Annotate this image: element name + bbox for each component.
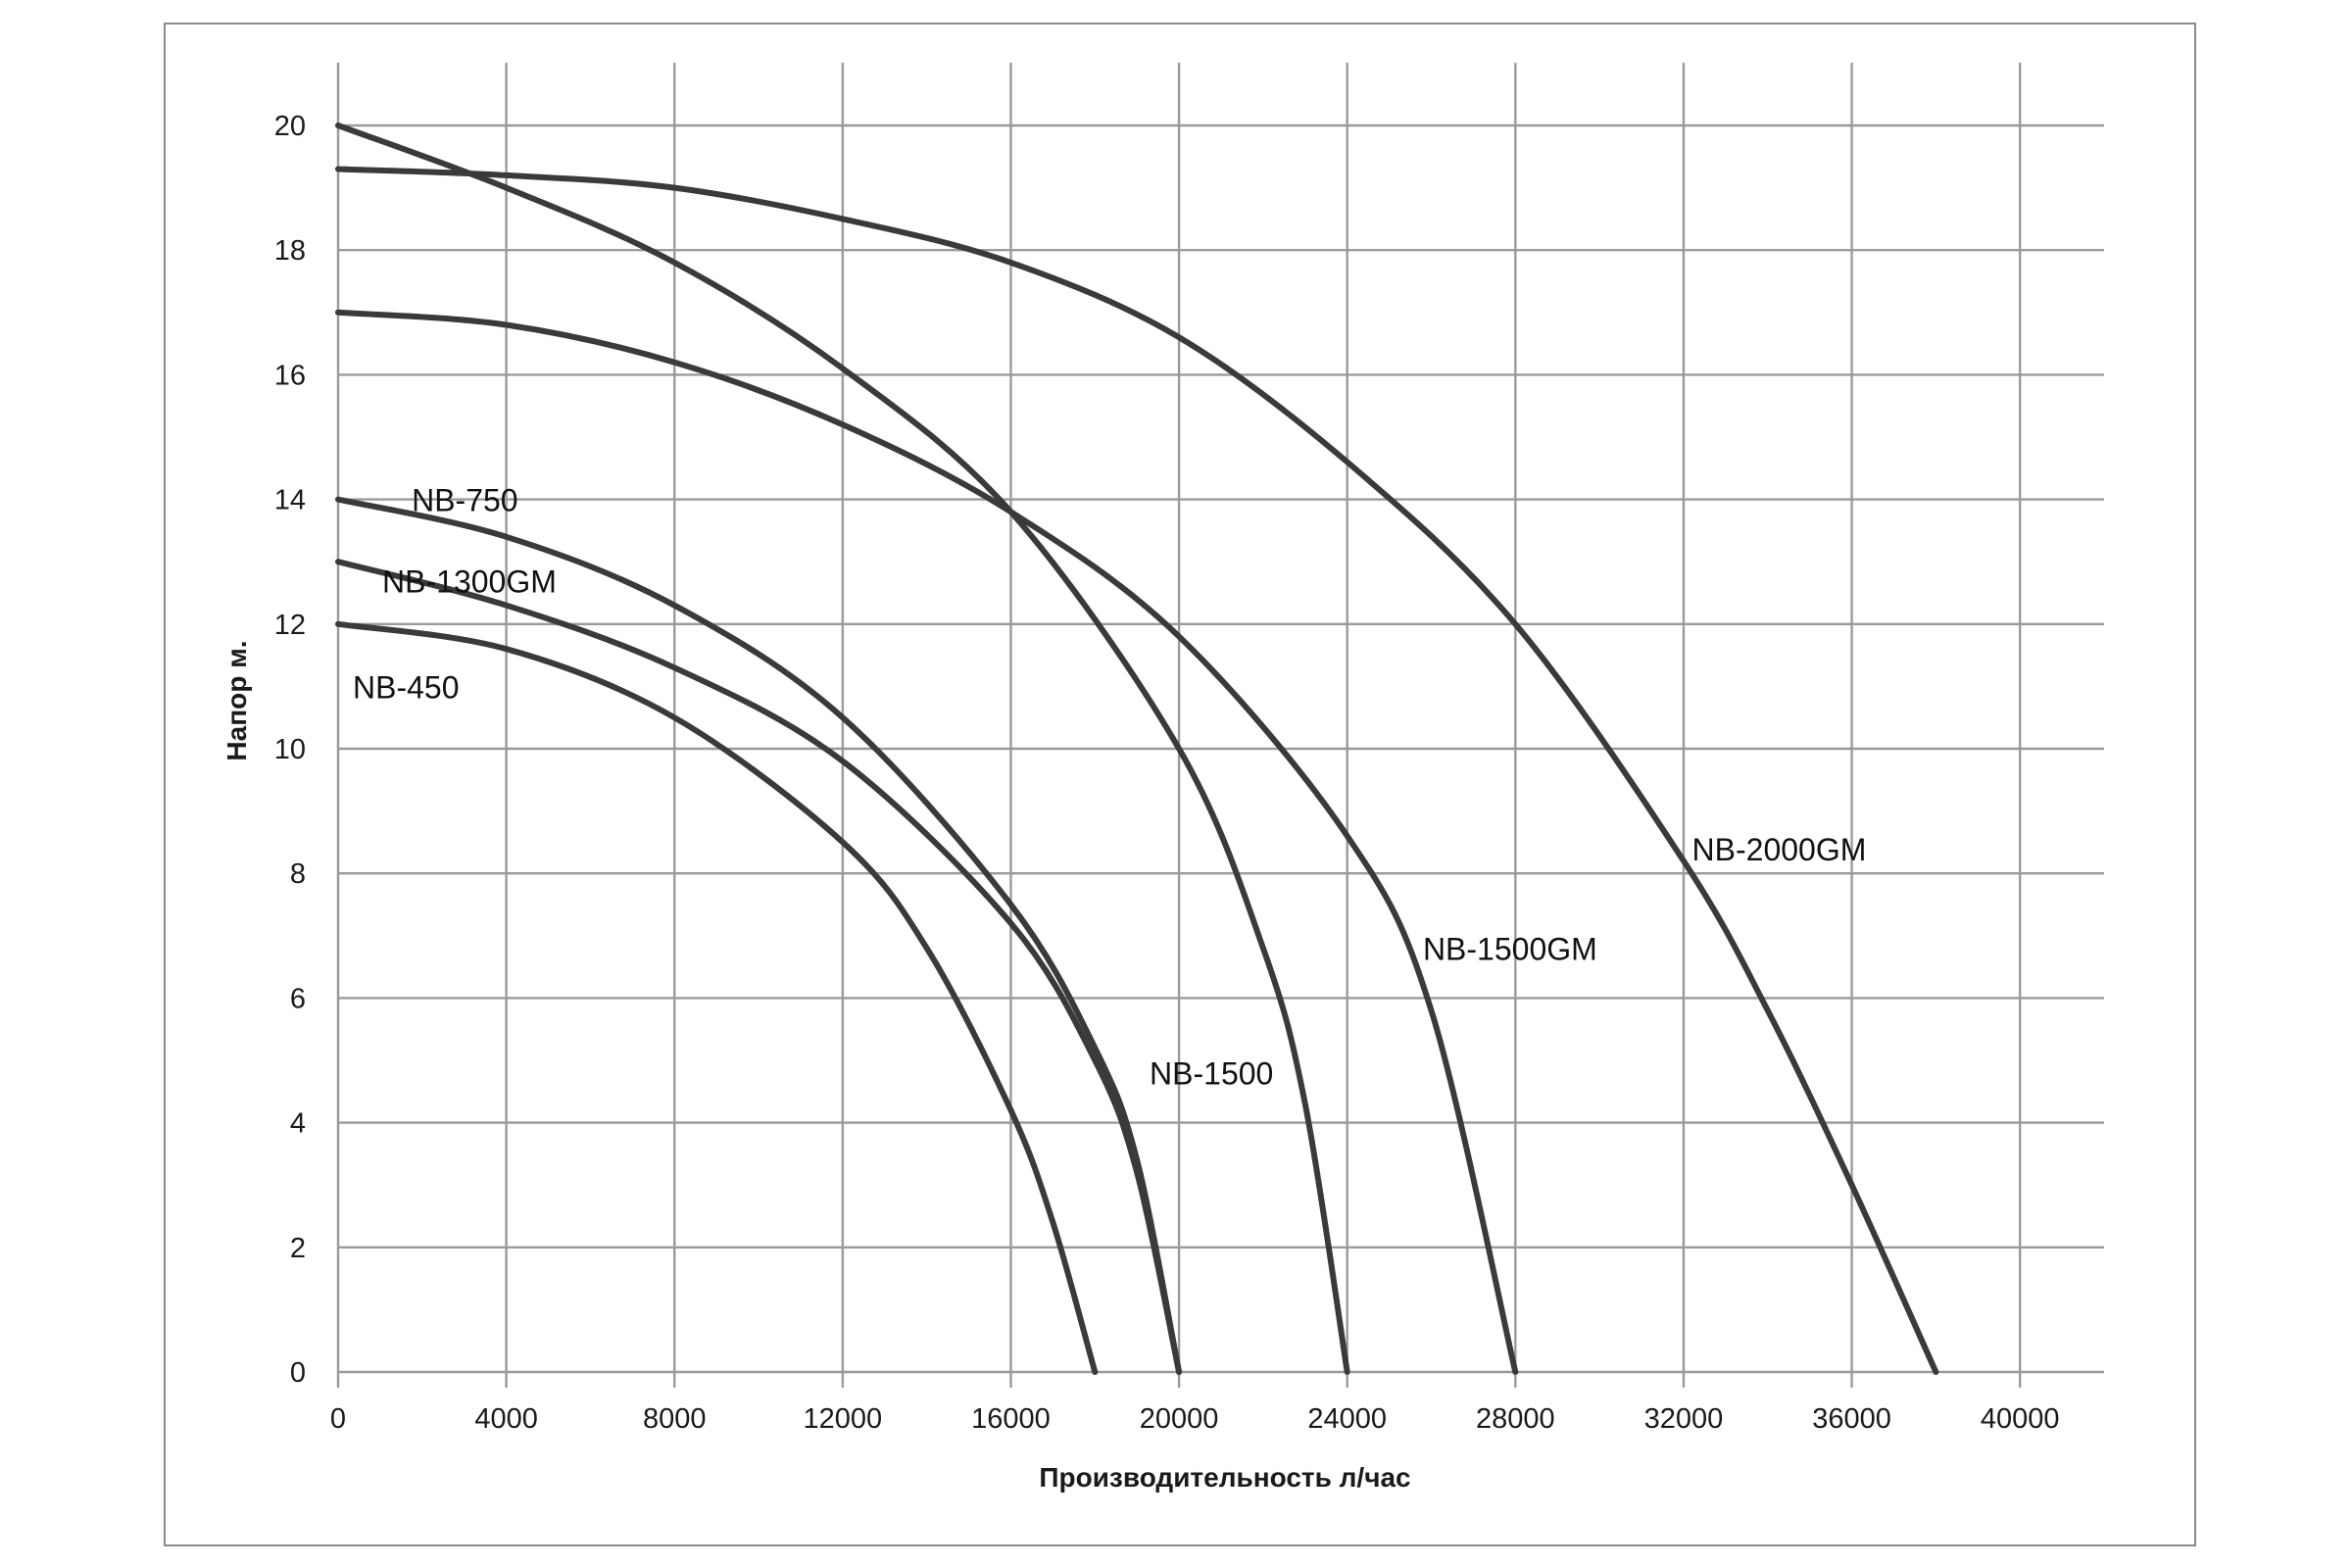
y-tick-label: 8 [290,858,306,890]
series-label-nb-450: NB-450 [353,669,460,705]
y-tick-label: 2 [290,1233,306,1264]
y-tick-label: 4 [290,1108,306,1140]
series-curves [335,122,1939,1375]
y-tick-label: 0 [290,1357,306,1389]
y-axis-title: Напор м. [221,640,252,760]
curve-nb-2000gm [335,166,1939,1375]
y-tick-label: 14 [274,485,306,516]
grid [336,63,2104,1388]
x-axis-title: Производительность л/час [1039,1462,1410,1493]
series-label-nb-2000gm: NB-2000GM [1692,832,1867,867]
x-tick-label: 20000 [1140,1403,1219,1435]
curve-nb-1300gm [335,559,1183,1375]
series-label-nb-1300gm: NB-1300GM [382,564,557,599]
series-label-nb-750: NB-750 [412,483,518,518]
x-tick-label: 24000 [1307,1403,1387,1435]
x-tick-label: 0 [330,1403,346,1435]
x-tick-label: 8000 [643,1403,707,1435]
tick-labels: 0 2 4 6 8 10 12 14 16 18 20 0 4000 8000 12000 16000 2000… [274,111,2060,1435]
series-label-nb-1500: NB-1500 [1150,1056,1273,1092]
x-tick-label: 12000 [804,1403,883,1435]
y-tick-label: 16 [274,360,306,391]
y-tick-label: 18 [274,235,306,267]
y-tick-label: 20 [274,111,306,142]
curve-nb-1500 [335,122,1350,1375]
y-tick-label: 6 [290,983,306,1014]
x-tick-label: 32000 [1644,1403,1724,1435]
x-tick-label: 36000 [1812,1403,1891,1435]
series-labels: NB-450 NB-1300GM NB-750 NB-1500 NB-1500GM NB-… [353,483,1866,1092]
x-tick-label: 4000 [474,1403,538,1435]
x-tick-label: 40000 [1981,1403,2060,1435]
curve-nb-750 [335,496,1183,1375]
x-tick-label: 28000 [1476,1403,1555,1435]
y-tick-label: 12 [274,610,306,641]
series-label-nb-1500gm: NB-1500GM [1423,932,1597,967]
curve-nb-450 [335,620,1099,1375]
curve-nb-1500gm [335,309,1519,1375]
y-tick-label: 10 [274,734,306,765]
x-tick-label: 16000 [971,1403,1051,1435]
